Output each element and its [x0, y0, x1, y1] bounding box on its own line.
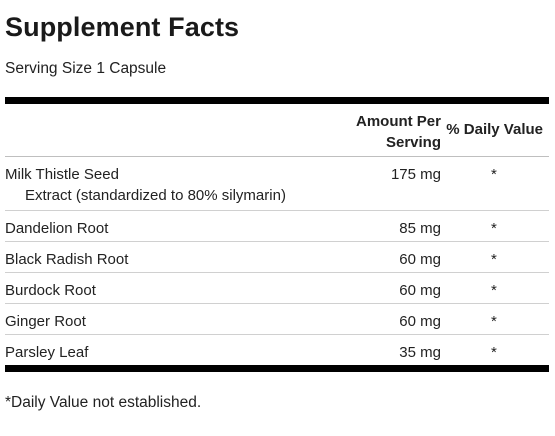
- table-row: Parsley Leaf 35 mg *: [5, 335, 549, 366]
- ingredient-amount: 60 mg: [399, 251, 441, 268]
- amount-per-serving-header: Amount Per Serving: [356, 111, 441, 153]
- ingredient-name: Milk Thistle Seed Extract (standardized …: [5, 164, 286, 206]
- daily-value-header: % Daily Value: [446, 121, 543, 138]
- table-row: Burdock Root 60 mg *: [5, 273, 549, 304]
- ingredient-name: Dandelion Root: [5, 220, 109, 237]
- ingredient-daily-value: *: [491, 220, 497, 237]
- ingredient-rows: Milk Thistle Seed Extract (standardized …: [5, 157, 549, 366]
- ingredient-name-sub: Extract (standardized to 80% silymarin): [25, 187, 286, 204]
- amount-header-line1: Amount Per: [355, 113, 441, 130]
- ingredient-daily-value: *: [491, 282, 497, 299]
- ingredient-daily-value: *: [491, 166, 497, 183]
- table-row: Dandelion Root 85 mg *: [5, 211, 549, 242]
- table-row: Milk Thistle Seed Extract (standardized …: [5, 157, 549, 211]
- ingredient-amount: 60 mg: [399, 313, 441, 330]
- ingredient-daily-value: *: [491, 313, 497, 330]
- table-row: Black Radish Root 60 mg *: [5, 242, 549, 273]
- table-row: Ginger Root 60 mg *: [5, 304, 549, 335]
- page-title: Supplement Facts: [5, 12, 240, 42]
- ingredient-name: Ginger Root: [5, 313, 86, 330]
- ingredient-amount: 35 mg: [399, 344, 441, 361]
- serving-size: Serving Size 1 Capsule: [5, 60, 167, 77]
- table-header: Amount Per Serving % Daily Value: [5, 104, 549, 157]
- amount-header-line2: Serving: [385, 134, 441, 151]
- ingredient-amount: 60 mg: [399, 282, 441, 299]
- footnote: *Daily Value not established.: [5, 394, 202, 411]
- ingredient-amount: 175 mg: [390, 166, 441, 183]
- top-thick-rule: [5, 97, 549, 104]
- ingredient-daily-value: *: [491, 251, 497, 268]
- bottom-thick-rule: [5, 365, 549, 372]
- ingredient-daily-value: *: [491, 344, 497, 361]
- ingredient-name: Burdock Root: [5, 282, 96, 299]
- ingredient-name: Black Radish Root: [5, 251, 129, 268]
- ingredient-name-main: Milk Thistle Seed: [5, 166, 119, 183]
- ingredient-name: Parsley Leaf: [5, 344, 89, 361]
- ingredient-amount: 85 mg: [399, 220, 441, 237]
